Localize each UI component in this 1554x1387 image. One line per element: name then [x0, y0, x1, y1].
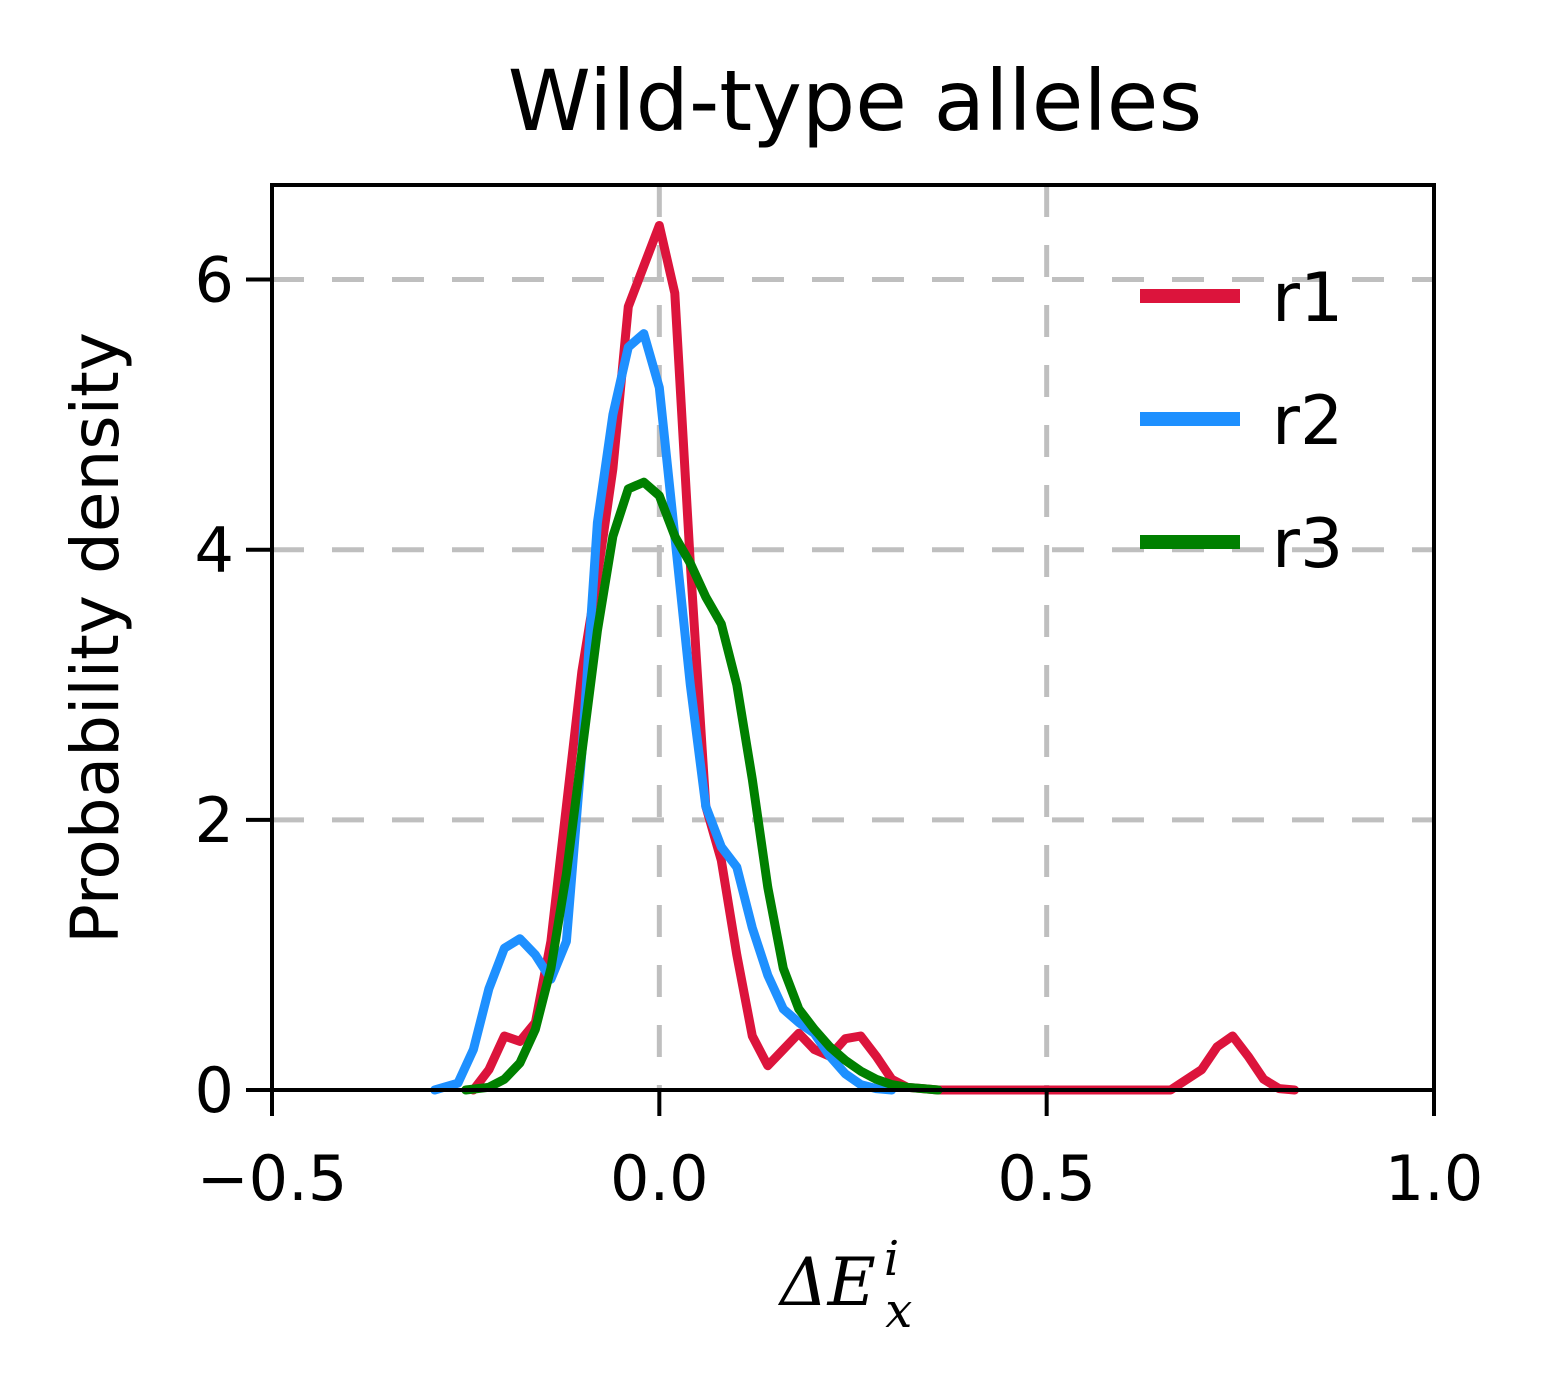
- y-tick-label-3: 6: [195, 244, 234, 317]
- y-tick-label-1: 2: [195, 784, 234, 857]
- series-line-r2: [430, 329, 897, 1095]
- grid-lines: [272, 185, 1434, 1090]
- legend: r1 r2 r3: [1140, 259, 1343, 584]
- y-tick-label-2: 4: [195, 514, 234, 587]
- y-tick-label-0: 0: [195, 1054, 234, 1127]
- x-axis-label: ΔE i x: [777, 1231, 912, 1339]
- chart-title: Wild-type alleles: [508, 52, 1202, 150]
- series-layer: [430, 221, 1300, 1095]
- series-line-r3: [461, 477, 943, 1095]
- x-tick-label-1: 0.0: [610, 1142, 709, 1215]
- y-axis-label: Probability density: [57, 332, 134, 944]
- legend-label-r1: r1: [1272, 259, 1343, 338]
- series-line-r1: [468, 221, 1300, 1095]
- x-axis-label-main: ΔE: [777, 1244, 876, 1321]
- legend-label-r2: r2: [1272, 382, 1343, 461]
- x-tick-label-2: 0.5: [997, 1142, 1096, 1215]
- x-axis-label-sub: x: [885, 1283, 912, 1339]
- legend-label-r3: r3: [1272, 505, 1343, 584]
- axis-ticks: −0.5 0.0 0.5 1.0 0 2 4 6: [195, 244, 1484, 1215]
- x-tick-label-3: 1.0: [1385, 1142, 1484, 1215]
- x-axis-label-sup: i: [884, 1231, 899, 1287]
- x-tick-label-0: −0.5: [197, 1142, 348, 1215]
- plot-frame: [270, 183, 1436, 1092]
